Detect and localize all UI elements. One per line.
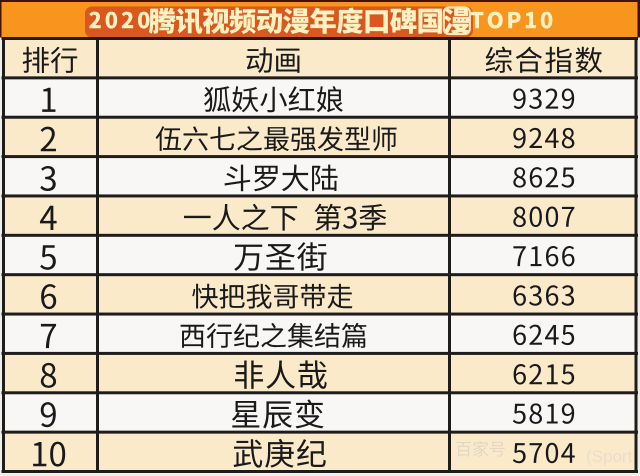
svg-text:(Sport: (Sport: [586, 447, 633, 466]
